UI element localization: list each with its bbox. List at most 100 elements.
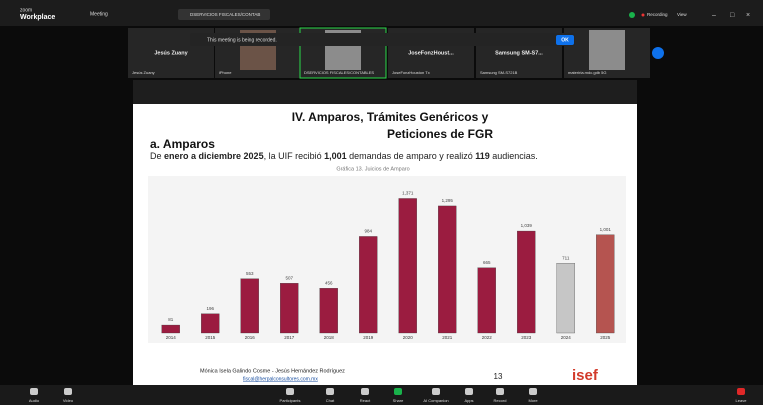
toolbar-label: Participants xyxy=(280,398,301,403)
summary-run: 1,001 xyxy=(324,151,347,161)
app-name: zoom xyxy=(20,7,32,13)
product-name: Workplace xyxy=(20,14,55,21)
summary: De enero a diciembre 2025, la UIF recibi… xyxy=(150,151,538,161)
toolbar-label: Chat xyxy=(326,398,335,403)
participant-label: iPhone xyxy=(219,70,232,75)
value-label: 507 xyxy=(285,275,293,280)
value-label: 711 xyxy=(562,255,570,260)
minimize[interactable]: – xyxy=(712,12,716,19)
toolbar-label: Apps xyxy=(464,398,473,403)
x-tick-label: 2020 xyxy=(403,335,414,340)
logo: isef xyxy=(572,367,599,384)
recording-label: Recording xyxy=(647,12,668,17)
bar xyxy=(320,288,338,333)
x-tick-label: 2016 xyxy=(245,335,256,340)
value-label: 984 xyxy=(364,229,372,234)
banner-text: This meeting is being recorded. xyxy=(207,37,277,43)
next-page[interactable] xyxy=(652,47,664,59)
toolbar-icon[interactable] xyxy=(286,388,294,395)
slide-title: Peticiones de FGR xyxy=(387,127,493,141)
summary-run: audiencias. xyxy=(490,151,538,161)
x-tick-label: 2021 xyxy=(442,335,453,340)
toolbar-icon[interactable] xyxy=(326,388,334,395)
x-tick-label: 2017 xyxy=(284,335,295,340)
chart-title: Gráfica 13. Juicios de Amparo xyxy=(336,166,409,172)
x-tick-label: 2015 xyxy=(205,335,216,340)
value-label: 665 xyxy=(483,260,491,265)
bar xyxy=(557,263,575,333)
share-tab-label: DSERVICIOS FISCALES/CONTAB xyxy=(190,12,260,17)
meeting-tab[interactable]: Meeting xyxy=(90,11,108,17)
slide-title: IV. Amparos, Trámites Genéricos y xyxy=(292,110,489,124)
toolbar-label: More xyxy=(528,398,538,403)
value-label: 1,295 xyxy=(442,198,454,203)
close[interactable]: × xyxy=(746,12,750,19)
x-tick-label: 2019 xyxy=(363,335,374,340)
value-label: 1,371 xyxy=(402,191,414,196)
value-label: 1,001 xyxy=(600,227,612,232)
x-tick-label: 2025 xyxy=(600,335,611,340)
x-tick-label: 2022 xyxy=(482,335,493,340)
toolbar-label: AI Companion xyxy=(423,398,448,403)
x-tick-label: 2014 xyxy=(166,335,177,340)
bar xyxy=(201,314,219,333)
summary-run: De xyxy=(150,151,164,161)
toolbar-label: React xyxy=(360,398,371,403)
value-label: 196 xyxy=(206,306,214,311)
plot-area xyxy=(148,176,626,343)
toolbar-icon[interactable] xyxy=(432,388,440,395)
toolbar-icon[interactable] xyxy=(64,388,72,395)
toolbar-label: Video xyxy=(63,398,74,403)
participant-label: JoseFonzHouston Tx xyxy=(392,70,430,75)
participant-label: Jesús Zuany xyxy=(132,70,155,75)
bar xyxy=(596,235,614,333)
toolbar-icon[interactable] xyxy=(529,388,537,395)
participant-video xyxy=(589,30,625,70)
toolbar-label: Record xyxy=(494,398,507,403)
participant-tile-name: Jesús Zuany xyxy=(154,50,188,56)
toolbar xyxy=(0,385,763,405)
toolbar-icon[interactable] xyxy=(394,388,402,395)
bar xyxy=(162,325,180,333)
toolbar-label: Audio xyxy=(29,398,40,403)
toolbar-icon[interactable] xyxy=(30,388,38,395)
slide-top xyxy=(133,80,637,104)
bar xyxy=(280,283,298,333)
bar xyxy=(399,198,417,333)
x-tick-label: 2024 xyxy=(561,335,572,340)
summary-run: 119 xyxy=(475,151,490,161)
participant-tile-name: Samsung SM-S7... xyxy=(495,50,543,56)
value-label: 1,039 xyxy=(521,223,533,228)
value-label: 81 xyxy=(168,317,174,322)
view-button[interactable]: View xyxy=(677,12,687,17)
participant-label: materiria.mdc.gdb 5G xyxy=(568,70,606,75)
x-tick-label: 2023 xyxy=(521,335,532,340)
bar xyxy=(478,268,496,333)
toolbar-label: Leave xyxy=(736,398,748,403)
toolbar-icon[interactable] xyxy=(465,388,473,395)
summary-run: enero a diciembre 2025 xyxy=(164,151,264,161)
authors: Mónica Isela Galindo Cosme - Jesús Herná… xyxy=(200,368,345,374)
summary-run: demandas de amparo y realizó xyxy=(347,151,476,161)
bar xyxy=(241,279,259,333)
page-number: 13 xyxy=(494,372,503,381)
ok-label: OK xyxy=(561,37,569,43)
x-tick-label: 2018 xyxy=(324,335,335,340)
section-title: a. Amparos xyxy=(150,137,215,151)
bar xyxy=(438,206,456,333)
toolbar-icon[interactable] xyxy=(496,388,504,395)
value-label: 456 xyxy=(325,280,333,285)
recording-dot xyxy=(642,14,645,17)
email[interactable]: fiscal@herpalconsultores.com.mx xyxy=(243,376,318,382)
participant-label: Samsung SM-S721B xyxy=(480,70,518,75)
value-label: 553 xyxy=(246,271,254,276)
bar xyxy=(517,231,535,333)
participant-tile-name: JoseFonzHoust... xyxy=(408,50,454,56)
participant-label: DSERVICIOS FISCALES/CONTABLES xyxy=(304,70,374,75)
bar xyxy=(359,236,377,333)
page: zoom Workplace Meeting DSERVICIOS FISCAL… xyxy=(0,0,763,405)
toolbar-icon[interactable] xyxy=(737,388,745,395)
toolbar-icon[interactable] xyxy=(361,388,369,395)
zoom-window: zoom Workplace Meeting DSERVICIOS FISCAL… xyxy=(0,0,763,405)
summary-run: , la UIF recibió xyxy=(264,151,325,161)
